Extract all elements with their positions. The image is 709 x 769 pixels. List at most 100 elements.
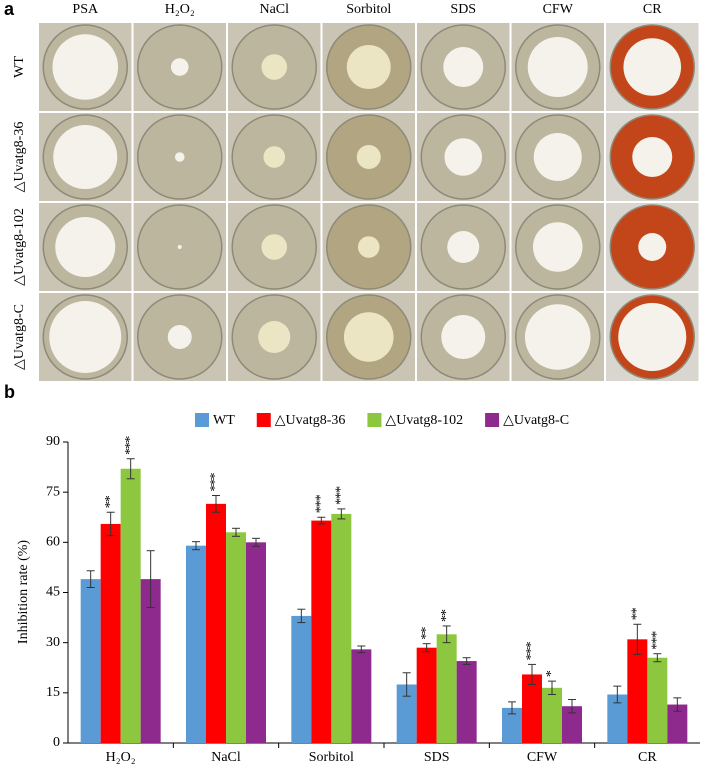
error-bar	[252, 537, 260, 547]
significance: **	[439, 609, 454, 622]
bar	[226, 532, 246, 743]
error-bar	[462, 657, 471, 665]
x-tick-label: SDS	[424, 750, 450, 765]
colony	[532, 222, 583, 272]
error-bar	[86, 570, 95, 588]
significance: ***	[314, 494, 329, 513]
colony	[444, 138, 483, 176]
bar	[416, 647, 437, 743]
error-bar	[317, 516, 326, 525]
colony	[443, 47, 484, 87]
error-bar	[653, 653, 662, 663]
error-bar	[232, 527, 240, 537]
bar	[100, 523, 121, 743]
colony	[177, 245, 182, 249]
error-bar	[357, 645, 366, 654]
bar	[647, 657, 668, 743]
colony	[52, 34, 119, 100]
colony	[53, 125, 118, 189]
y-axis-label: Inhibition rate (%)	[16, 540, 31, 645]
bar	[456, 661, 477, 743]
legend-label: WT	[213, 413, 235, 428]
bar	[351, 649, 372, 743]
y-tick-label: 75	[46, 484, 60, 499]
bar	[627, 639, 648, 743]
error-bar	[633, 623, 642, 655]
error-bar	[568, 699, 576, 714]
x-tick-label: H₂O₂	[106, 750, 136, 765]
x-tick-label: CFW	[527, 750, 558, 765]
colony	[258, 321, 291, 353]
colony	[623, 38, 682, 96]
x-tick-label: Sorbitol	[309, 750, 354, 765]
colony	[55, 217, 116, 277]
colony	[441, 315, 486, 359]
colony	[357, 236, 380, 258]
y-tick-label: 45	[46, 585, 60, 600]
colony	[167, 325, 192, 349]
x-tick-label: CR	[638, 750, 657, 765]
y-tick-label: 90	[46, 434, 60, 449]
y-tick-label: 30	[46, 635, 60, 650]
legend-swatch	[256, 413, 271, 427]
colony	[447, 231, 480, 263]
y-tick-label: 60	[46, 535, 60, 550]
bar	[206, 503, 226, 743]
error-bar	[146, 550, 155, 609]
bar	[120, 468, 141, 743]
significance: ***	[650, 631, 665, 650]
row-label: △Uvatg8-102	[12, 208, 27, 286]
significance: **	[630, 607, 645, 620]
bar	[186, 545, 206, 743]
row-label: △Uvatg8-36	[12, 122, 27, 193]
significance: ***	[334, 486, 349, 505]
colony	[174, 152, 185, 162]
colony	[356, 145, 381, 169]
column-header: H₂O₂	[165, 2, 195, 17]
error-bar	[337, 508, 346, 520]
bar	[140, 579, 161, 743]
legend-swatch	[485, 413, 500, 427]
colony	[170, 58, 189, 76]
bar	[542, 687, 562, 743]
bar	[396, 684, 417, 743]
significance: **	[103, 495, 118, 508]
significance: ***	[123, 436, 138, 455]
error-bar	[126, 458, 135, 480]
legend-swatch	[367, 413, 382, 427]
column-header: NaCl	[259, 2, 289, 17]
column-header: SDS	[450, 2, 476, 17]
legend-swatch	[195, 413, 209, 427]
error-bar	[212, 495, 220, 513]
error-bar	[528, 663, 536, 685]
panel-label: a	[4, 0, 15, 19]
colony	[261, 54, 288, 80]
error-bar	[402, 672, 411, 697]
error-bar	[613, 685, 622, 704]
column-header: PSA	[72, 2, 99, 17]
column-header: Sorbitol	[346, 2, 391, 17]
error-bar	[508, 701, 516, 715]
column-header: CR	[643, 2, 662, 17]
significance: ***	[208, 473, 223, 492]
bar	[291, 615, 312, 743]
row-label: △Uvatg8-C	[12, 304, 27, 370]
bar	[331, 513, 352, 743]
legend-label: △Uvatg8-36	[275, 413, 346, 428]
bar	[311, 520, 332, 743]
colony	[618, 303, 687, 371]
legend-label: △Uvatg8-C	[503, 413, 569, 428]
bar	[80, 579, 101, 743]
significance: **	[419, 627, 434, 640]
colony	[533, 133, 582, 181]
legend-label: △Uvatg8-102	[385, 413, 463, 428]
colony	[632, 137, 673, 177]
bar	[522, 674, 542, 743]
colony	[346, 45, 391, 89]
panel-label: b	[4, 382, 15, 402]
bar	[667, 704, 688, 743]
error-bar	[297, 608, 306, 624]
colony	[49, 301, 122, 373]
error-bar	[548, 680, 556, 696]
